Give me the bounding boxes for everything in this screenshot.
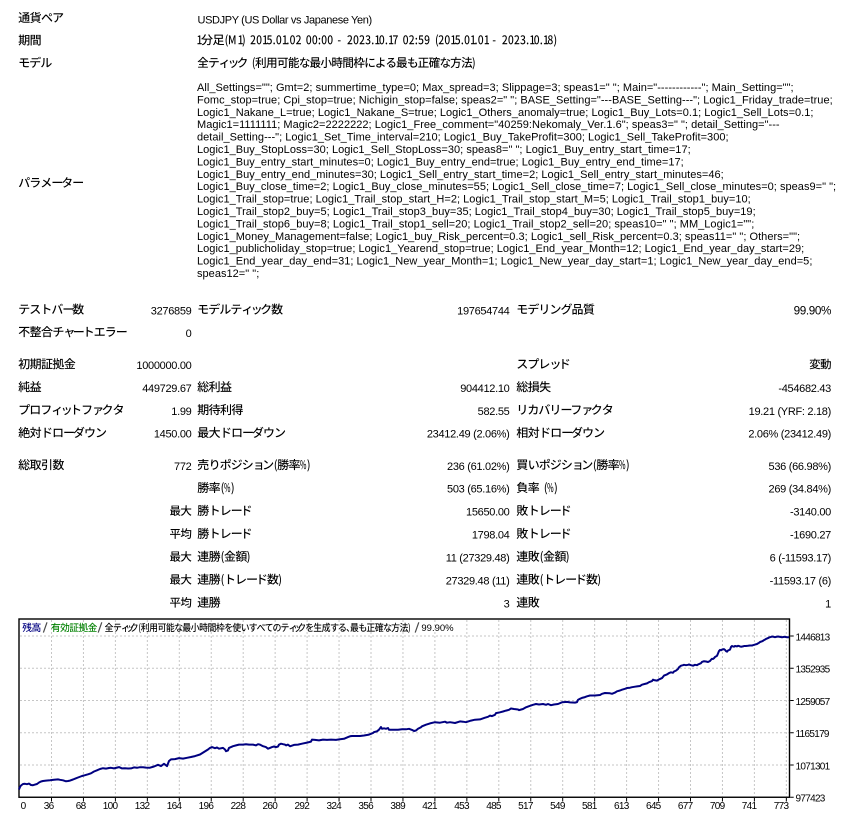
svg-text:1450.00: 1450.00 xyxy=(154,429,192,441)
svg-text:503 (65.16%): 503 (65.16%) xyxy=(447,484,509,496)
svg-text:99.90%: 99.90% xyxy=(794,304,831,317)
svg-text:36: 36 xyxy=(44,801,55,812)
svg-text:Fomc_stop=true; Cpi_stop=true;: Fomc_stop=true; Cpi_stop=true; Nichigin_… xyxy=(197,94,833,106)
svg-text:27329.48 (11): 27329.48 (11) xyxy=(446,575,510,587)
svg-text:536 (66.98%): 536 (66.98%) xyxy=(769,461,831,473)
svg-text:164: 164 xyxy=(167,801,183,812)
svg-text:speas12=" ";: speas12=" "; xyxy=(197,268,259,280)
svg-text:582.55: 582.55 xyxy=(478,406,510,418)
svg-text:324: 324 xyxy=(326,801,342,812)
svg-text:0: 0 xyxy=(21,801,27,812)
svg-text:-11593.17 (6): -11593.17 (6) xyxy=(770,575,831,587)
svg-text:2.06% (23412.49): 2.06% (23412.49) xyxy=(748,429,831,441)
svg-text:260: 260 xyxy=(263,801,279,812)
svg-text:1165179: 1165179 xyxy=(796,729,830,740)
svg-text:6 (-11593.17): 6 (-11593.17) xyxy=(770,553,831,565)
svg-text:549: 549 xyxy=(550,801,566,812)
svg-text:Logic1_Trail_stop=true; Logic1: Logic1_Trail_stop=true; Logic1_Trail_sto… xyxy=(197,194,751,206)
svg-text:11 (27329.48): 11 (27329.48) xyxy=(446,553,510,565)
svg-text:485: 485 xyxy=(486,801,502,812)
svg-text:389: 389 xyxy=(390,801,406,812)
svg-text:613: 613 xyxy=(614,801,630,812)
svg-text:1.99: 1.99 xyxy=(171,406,191,418)
svg-text:Logic1_Money_Management=false;: Logic1_Money_Management=false; Logic1_bu… xyxy=(197,231,800,243)
svg-text:1259057: 1259057 xyxy=(796,697,831,708)
svg-text:19.21 (YRF: 2.18): 19.21 (YRF: 2.18) xyxy=(749,406,831,418)
svg-text:99.90%: 99.90% xyxy=(421,623,454,634)
svg-text:292: 292 xyxy=(295,801,311,812)
svg-text:Logic1_End_year_day_end=31; Lo: Logic1_End_year_day_end=31; Logic1_New_y… xyxy=(197,256,812,268)
svg-text:Logic1_Buy_entry_end_minutes=3: Logic1_Buy_entry_end_minutes=30; Logic1_… xyxy=(197,169,724,181)
svg-text:Magic1=1111111; Magic2=2222222: Magic1=1111111; Magic2=2222222; Logic1_F… xyxy=(197,119,780,131)
svg-text:1071301: 1071301 xyxy=(796,761,831,772)
svg-text:1352935: 1352935 xyxy=(796,665,831,676)
svg-text:709: 709 xyxy=(710,801,726,812)
svg-text:68: 68 xyxy=(76,801,87,812)
svg-text:Logic1_Trail_stop6_buy=8; Logi: Logic1_Trail_stop6_buy=8; Logic1_Trail_s… xyxy=(197,218,754,230)
svg-text:449729.67: 449729.67 xyxy=(142,383,191,395)
svg-text:741: 741 xyxy=(742,801,758,812)
svg-text:421: 421 xyxy=(422,801,438,812)
svg-text:USDJPY (US Dollar vs Japanese: USDJPY (US Dollar vs Japanese Yen) xyxy=(198,15,372,27)
svg-text:269 (34.84%): 269 (34.84%) xyxy=(769,484,831,496)
svg-text:197654744: 197654744 xyxy=(457,305,510,317)
svg-text:100: 100 xyxy=(103,801,119,812)
svg-text:581: 581 xyxy=(582,801,598,812)
svg-text:3276859: 3276859 xyxy=(151,305,192,317)
svg-text:Logic1_publicholiday_stop=true: Logic1_publicholiday_stop=true; Logic1_Y… xyxy=(197,243,804,255)
svg-text:1: 1 xyxy=(825,598,831,610)
svg-text:Logic1_Buy_entry_start_minutes: Logic1_Buy_entry_start_minutes=0; Logic1… xyxy=(197,156,684,168)
svg-text:Logic1_Trail_stop2_buy=5; Logi: Logic1_Trail_stop2_buy=5; Logic1_Trail_s… xyxy=(197,206,756,218)
svg-text:23412.49 (2.06%): 23412.49 (2.06%) xyxy=(427,429,510,441)
svg-text:Logic1_Nakane_L=true; Logic1_N: Logic1_Nakane_L=true; Logic1_Nakane_S=tr… xyxy=(197,107,814,119)
svg-text:1446813: 1446813 xyxy=(796,632,831,643)
svg-text:-454682.43: -454682.43 xyxy=(778,383,831,395)
svg-text:132: 132 xyxy=(135,801,151,812)
svg-text:Logic1_Buy_StopLoss=30; Logic1: Logic1_Buy_StopLoss=30; Logic1_Sell_Stop… xyxy=(197,144,691,156)
svg-text:0: 0 xyxy=(186,328,192,340)
svg-text:904412.10: 904412.10 xyxy=(460,383,509,395)
svg-text:977423: 977423 xyxy=(796,794,826,805)
svg-text:356: 356 xyxy=(358,801,374,812)
svg-text:453: 453 xyxy=(454,801,470,812)
svg-text:1798.04: 1798.04 xyxy=(472,530,510,542)
svg-text:-1690.27: -1690.27 xyxy=(790,530,831,542)
svg-text:677: 677 xyxy=(678,801,694,812)
svg-text:236 (61.02%): 236 (61.02%) xyxy=(447,461,509,473)
svg-text:196: 196 xyxy=(199,801,215,812)
svg-text:645: 645 xyxy=(646,801,662,812)
svg-text:772: 772 xyxy=(174,461,192,473)
svg-text:Logic1_Buy_close_time=2; Logic: Logic1_Buy_close_time=2; Logic1_Buy_clos… xyxy=(197,181,836,193)
svg-text:1000000.00: 1000000.00 xyxy=(136,360,191,372)
svg-text:517: 517 xyxy=(518,801,534,812)
svg-text:773: 773 xyxy=(774,801,790,812)
svg-text:-3140.00: -3140.00 xyxy=(790,507,831,519)
svg-text:15650.00: 15650.00 xyxy=(466,507,510,519)
svg-text:detail_Setting---"; Logic1_Set: detail_Setting---"; Logic1_Set_Time_inte… xyxy=(197,132,729,144)
svg-text:All_Settings=""; Gmt=2; summer: All_Settings=""; Gmt=2; summertime_type=… xyxy=(197,82,794,94)
svg-text:228: 228 xyxy=(231,801,247,812)
svg-text:3: 3 xyxy=(504,598,510,610)
